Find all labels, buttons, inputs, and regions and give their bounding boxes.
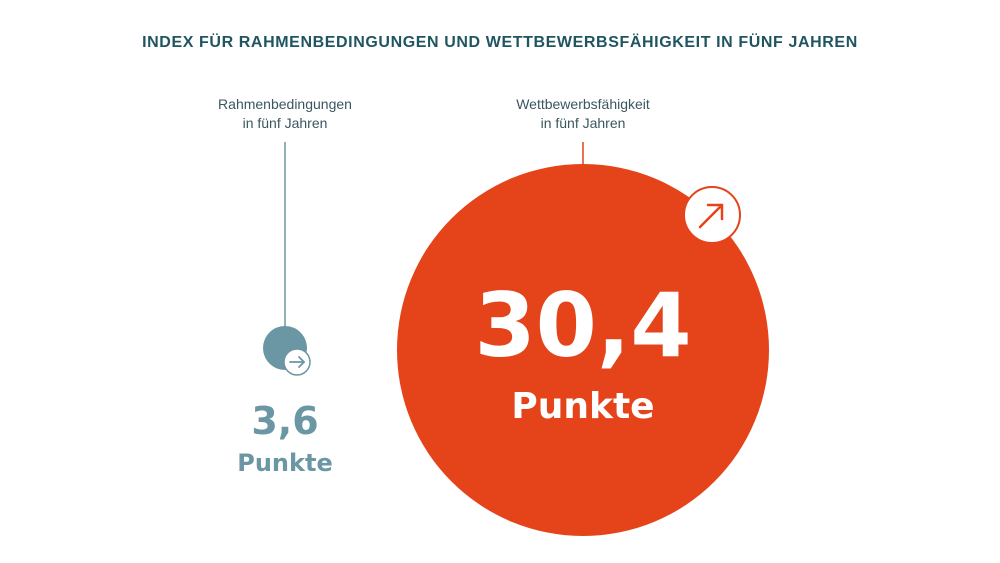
right-arrow-icon <box>283 348 311 376</box>
series-rahmenbedingungen-value: 3,6 <box>251 399 318 443</box>
series-rahmenbedingungen-label-line-1: Rahmenbedingungen <box>218 96 352 112</box>
chart-title: INDEX FÜR RAHMENBEDINGUNGEN UND WETTBEWE… <box>142 34 858 51</box>
series-rahmenbedingungen-unit: Punkte <box>237 449 332 477</box>
series-rahmenbedingungen-label-line-2: in fünf Jahren <box>243 115 328 131</box>
series-rahmenbedingungen: Rahmenbedingungen in fünf Jahren 3,6 Pun… <box>218 96 352 477</box>
series-wettbewerbsfaehigkeit-label-line-2: in fünf Jahren <box>541 115 626 131</box>
series-wettbewerbsfaehigkeit-label-line-1: Wettbewerbsfähigkeit <box>516 96 650 112</box>
series-wettbewerbsfaehigkeit-value: 30,4 <box>474 274 691 377</box>
series-wettbewerbsfaehigkeit: Wettbewerbsfähigkeit in fünf Jahren 30,4… <box>397 96 769 536</box>
series-wettbewerbsfaehigkeit-bubble <box>397 164 769 536</box>
series-wettbewerbsfaehigkeit-unit: Punkte <box>511 386 654 427</box>
up-right-arrow-icon <box>683 186 741 244</box>
